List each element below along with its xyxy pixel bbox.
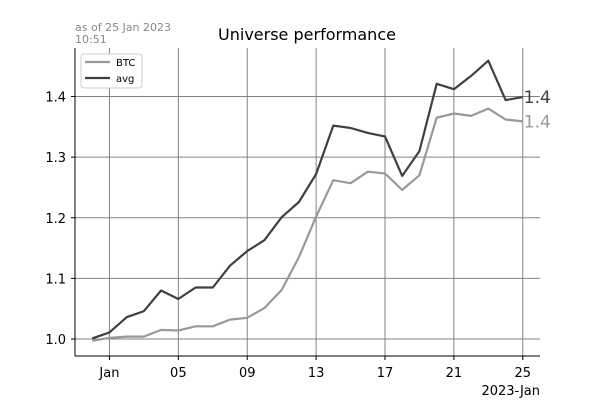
- x-tick-label: 05: [170, 366, 187, 381]
- legend-label-btc: BTC: [116, 58, 135, 69]
- chart-title: Universe performance: [218, 25, 396, 44]
- y-tick-label: 1.4: [45, 91, 66, 106]
- x-tick-label: 13: [308, 366, 325, 381]
- legend: BTC avg: [80, 53, 143, 89]
- x-offset-label: 2023-Jan: [481, 384, 540, 399]
- legend-label-avg: avg: [116, 74, 134, 85]
- tick-labels: Jan 05 09 13 17 21 25 1.0 1.1 1.2 1.3 1.4: [45, 91, 531, 381]
- y-tick-label: 1.1: [45, 272, 66, 287]
- y-tick-label: 1.2: [45, 212, 66, 227]
- y-tick-label: 1.3: [45, 151, 66, 166]
- axes: [71, 48, 540, 360]
- x-tick-label: 25: [515, 366, 532, 381]
- x-tick-label: 21: [446, 366, 463, 381]
- series-line-avg: [91, 59, 523, 340]
- series-lines: [91, 59, 523, 342]
- end-labels: 1.41.4: [524, 88, 551, 132]
- end-label-avg: 1.4: [524, 88, 551, 108]
- end-label-btc: 1.4: [524, 112, 551, 132]
- y-tick-label: 1.0: [45, 333, 66, 348]
- grid: [75, 48, 540, 356]
- x-tick-label: 17: [377, 366, 394, 381]
- series-line-btc: [92, 107, 523, 342]
- as-of-annotation-line2: 10:51: [75, 33, 107, 46]
- as-of-annotation-line1: as of 25 Jan 2023: [75, 21, 171, 34]
- x-tick-label: Jan: [98, 366, 119, 381]
- x-tick-label: 09: [239, 366, 256, 381]
